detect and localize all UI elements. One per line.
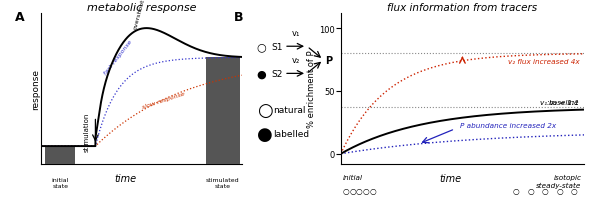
Text: ○: ○ [257,101,273,119]
Text: natural: natural [273,106,306,114]
Text: P: P [325,56,332,65]
Text: ○: ○ [571,187,578,195]
Title: flux information from tracers: flux information from tracers [388,3,537,13]
Text: v₂: v₂ [292,56,300,65]
Text: initial: initial [343,174,363,180]
Text: B: B [234,11,244,24]
Text: ●: ● [257,125,273,143]
Text: ○: ○ [363,187,369,195]
Bar [45,146,76,164]
Text: ○: ○ [342,187,349,195]
Text: P abundance increased 2x: P abundance increased 2x [460,122,556,128]
Text: fast response: fast response [103,39,133,76]
Text: ○: ○ [527,187,534,195]
Text: ○: ○ [356,187,363,195]
Bar [206,58,240,164]
Text: S2: S2 [271,70,283,78]
Text: stimulation: stimulation [83,112,90,151]
Y-axis label: % enrichment of P: % enrichment of P [307,50,316,128]
Text: initial
state: initial state [52,177,69,188]
Text: ○: ○ [513,187,519,195]
Text: labelled: labelled [273,130,310,138]
Text: v₁: v₁ [292,29,300,38]
Text: ○: ○ [257,42,267,52]
Title: metabolic response: metabolic response [87,3,196,13]
X-axis label: time: time [114,173,136,183]
Text: ○: ○ [556,187,563,195]
Text: slow response: slow response [142,91,186,110]
Text: ○: ○ [349,187,356,195]
Text: ○: ○ [542,187,549,195]
Text: v₁:v₂ = 1:1: v₁:v₂ = 1:1 [540,93,579,106]
Text: ●: ● [257,69,267,79]
Text: ○: ○ [369,187,376,195]
Text: stimulated
state: stimulated state [206,177,240,188]
X-axis label: time: time [439,173,461,183]
Text: overshoot: overshoot [133,0,146,30]
Text: A: A [15,11,25,24]
Text: S1: S1 [271,43,283,51]
Text: isotopic
steady-state: isotopic steady-state [536,174,582,188]
Y-axis label: response: response [31,69,40,109]
Text: baseline: baseline [549,100,579,106]
Text: v₂ flux increased 4x: v₂ flux increased 4x [507,59,579,65]
